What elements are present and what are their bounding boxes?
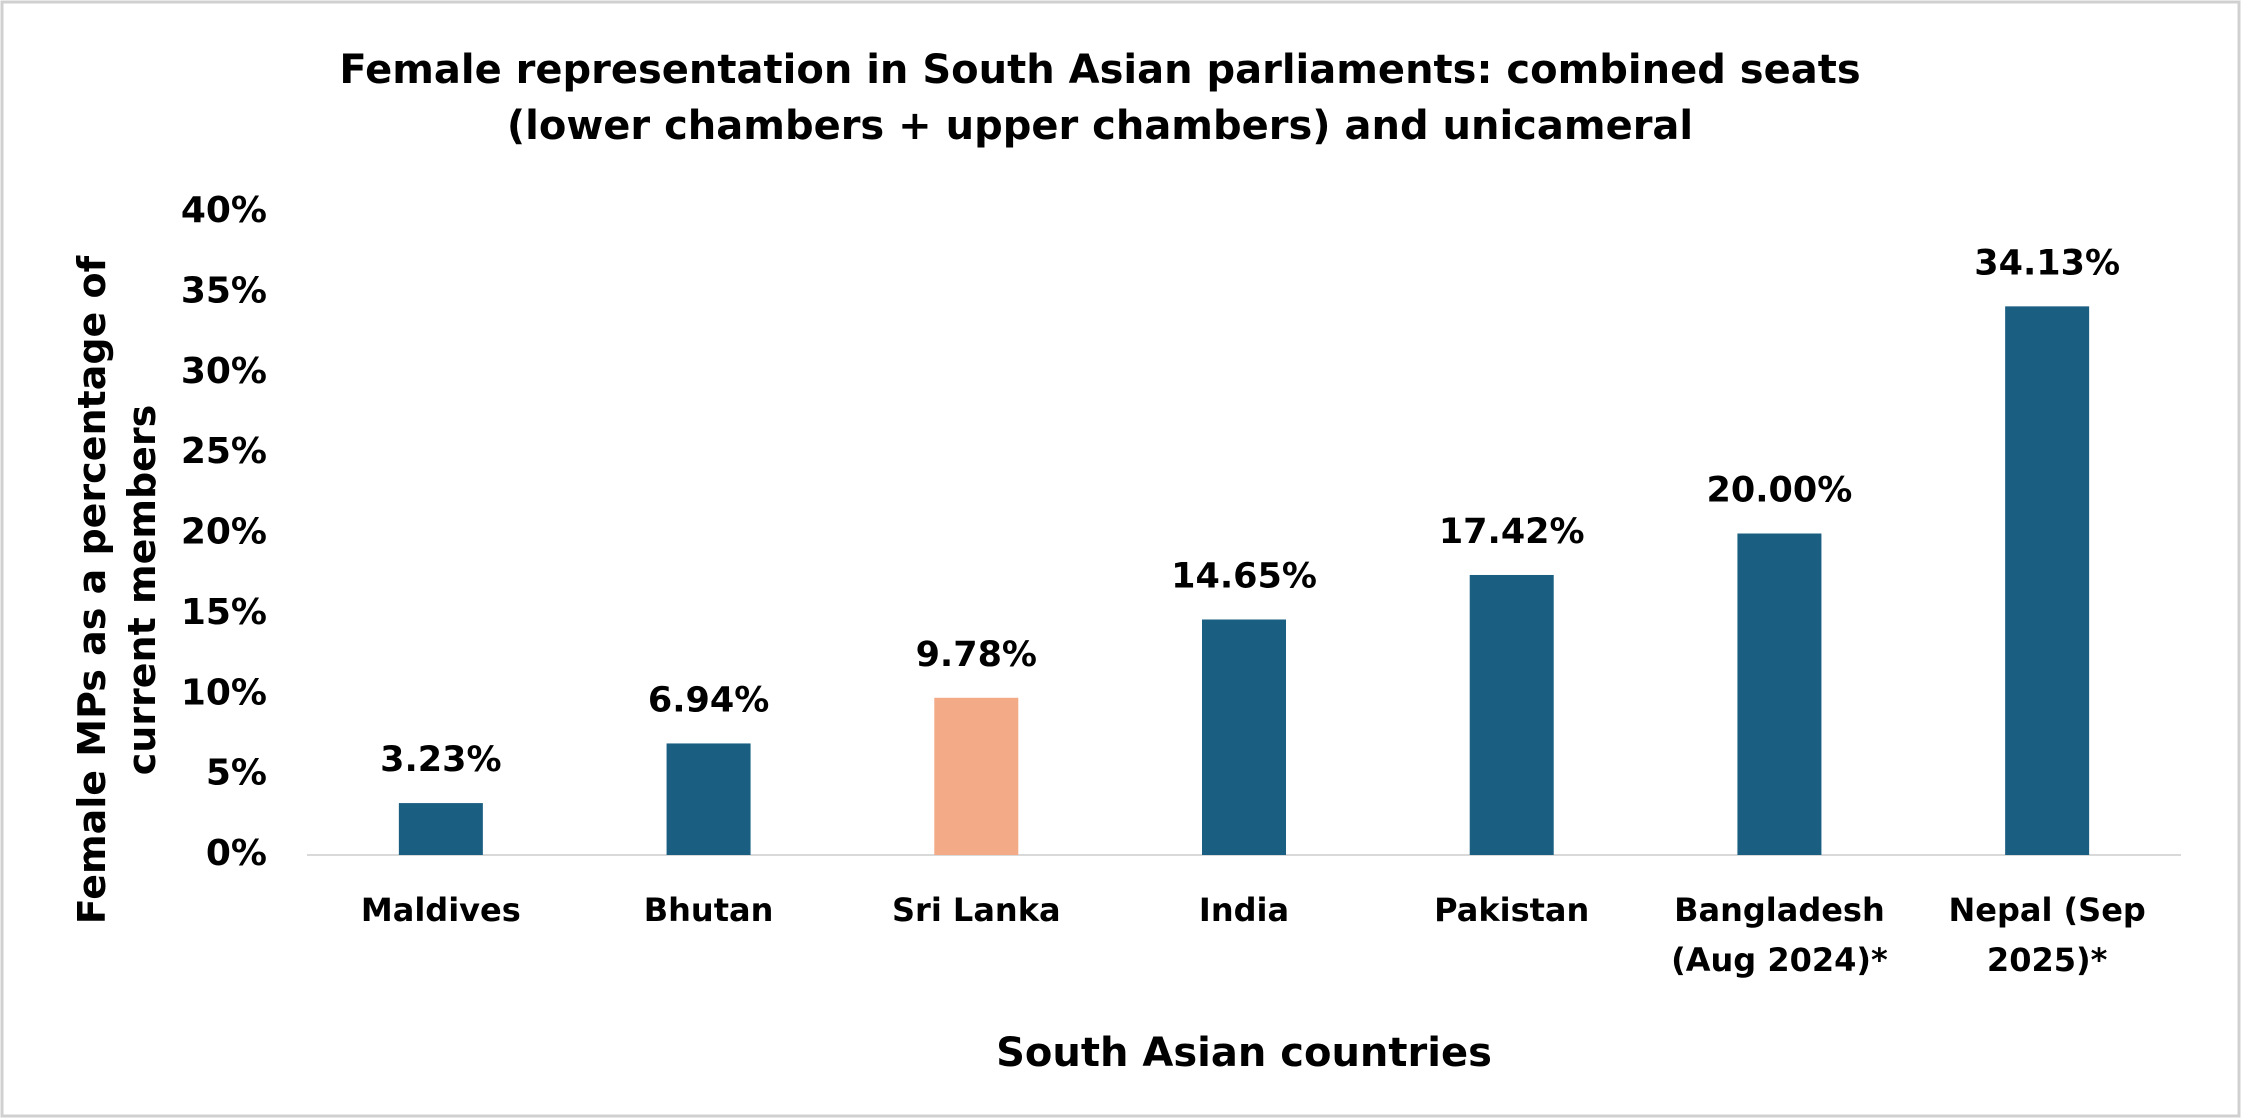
data-label: 14.65% [1171,557,1317,597]
y-tick-label: 10% [181,672,267,713]
data-label: 3.23% [380,740,501,780]
y-tick-label: 35% [181,270,267,311]
x-tick-label: Maldives [360,891,521,929]
bar [934,697,1019,855]
y-tick-label: 5% [206,753,267,794]
y-tick-label: 25% [181,431,267,472]
bar [398,803,483,855]
x-tick-label: Bangladesh (Aug 2024)* [1671,891,1888,979]
bar [1202,619,1286,855]
chart-title: Female representation in South Asian par… [339,47,1861,149]
data-label: 9.78% [916,635,1037,675]
bar [2005,306,2090,856]
y-tick-label: 40% [181,190,267,231]
data-label: 20.00% [1707,471,1853,511]
x-tick-label: Sri Lanka [891,891,1061,929]
x-axis-title: South Asian countries [996,1030,1492,1076]
x-tick-label: India [1198,891,1290,929]
data-label: 17.42% [1439,512,1585,552]
x-tick-label: Pakistan [1434,891,1590,929]
data-label: 6.94% [648,680,769,720]
y-tick-label: 0% [206,833,267,874]
y-tick-label: 15% [181,592,267,633]
bar [1737,533,1822,855]
y-tick-label: 30% [181,351,267,392]
y-axis-title: Female MPs as a percentage of current me… [70,255,164,925]
x-tick-label: Nepal (Sep 2025)* [1948,891,2146,979]
data-label: 34.13% [1974,243,2120,283]
x-tick-label: Bhutan [643,891,774,929]
y-tick-label: 20% [181,512,267,553]
bar [666,743,751,855]
bar [1469,574,1554,855]
